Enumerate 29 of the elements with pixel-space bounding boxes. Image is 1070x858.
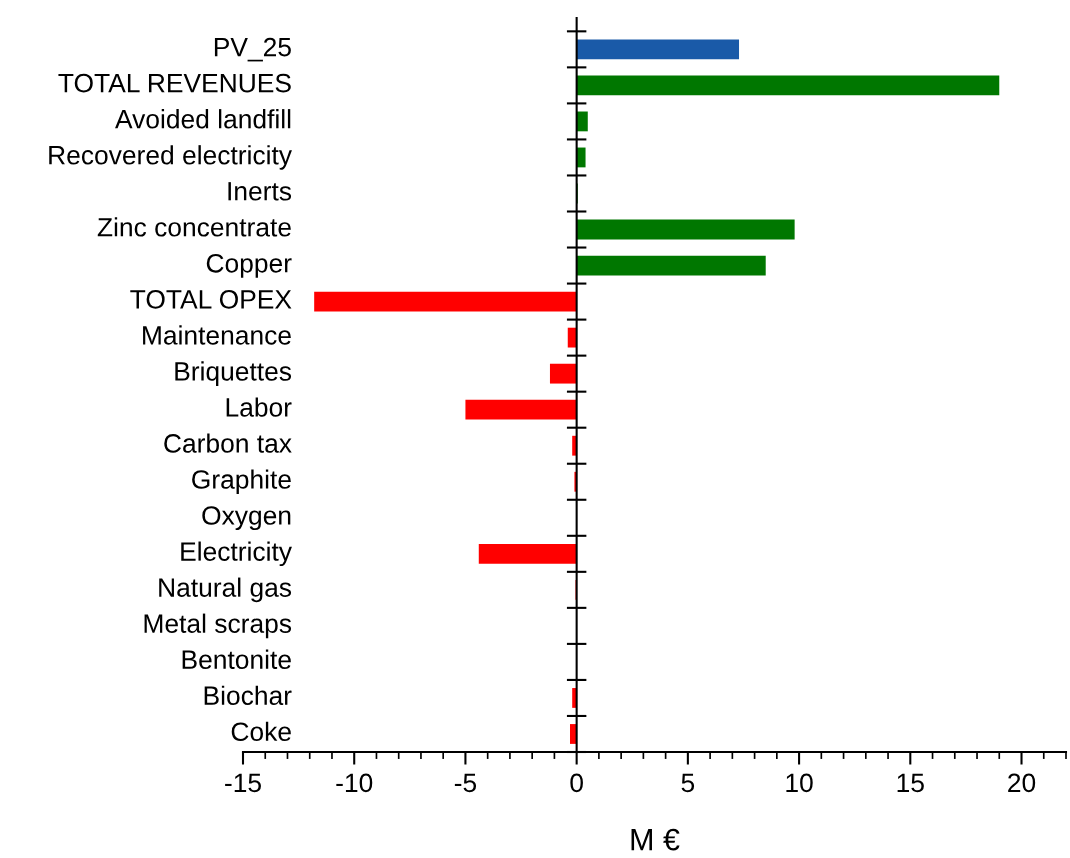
y-tick-label: Recovered electricity [49,145,292,170]
y-tick-label: Oxygen [202,506,291,531]
y-tick-label: Natural gas [159,577,292,603]
y-tick-label: Briquettes [175,361,292,386]
y-tick-label: Copper [206,253,292,278]
x-tick-label: 20 [1008,773,1036,793]
y-tick-label: Bentonite [182,649,291,669]
y-tick-label: TOTAL OPEX [130,289,292,309]
y-tick-label: Avoided landfill [115,109,291,129]
x-tick-label: -10 [336,773,373,793]
x-tick-label: 0 [570,773,583,793]
x-axis-title: M € [631,828,680,851]
y-tick-label: PV_25 [214,37,291,62]
x-tick-label: 10 [786,773,813,793]
y-tick-label: Biochar [204,685,292,706]
y-tick-label: Zinc concentrate [97,217,291,237]
y-tick-label: Carbon tax [164,433,292,453]
x-tick-label: 5 [681,773,695,793]
y-tick-label: Maintenance [143,325,291,345]
x-tick-label: -15 [225,773,261,793]
x-tick-label: 15 [897,773,924,793]
y-tick-label: Labor [226,397,292,417]
x-tick-label: -5 [454,773,477,793]
y-tick-label: Metal scraps [144,613,292,639]
y-tick-label: Coke [231,721,291,742]
y-tick-label: Graphite [192,469,291,495]
y-tick-label: Inerts [228,182,292,201]
y-tick-label: Electricity [181,541,292,567]
y-tick-label: TOTAL REVENUES [58,73,291,93]
